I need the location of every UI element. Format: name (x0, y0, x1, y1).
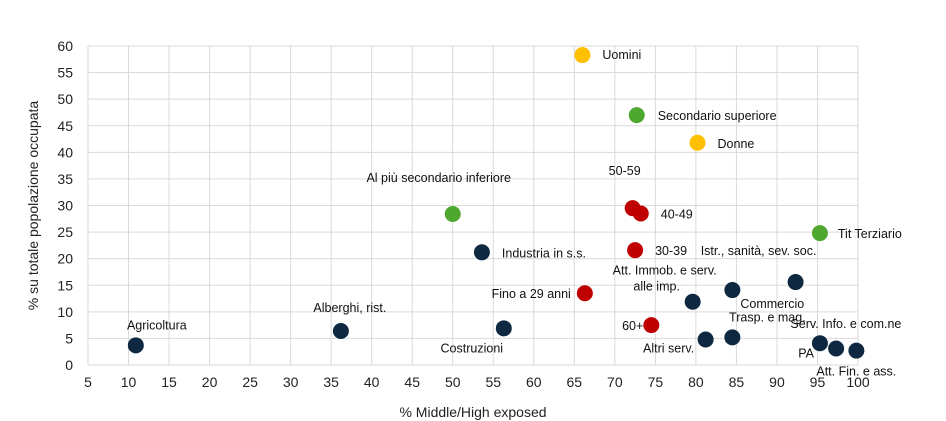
point-label: Commercio (740, 297, 804, 311)
y-tick-label: 40 (57, 144, 73, 160)
data-point (632, 205, 649, 222)
point-label: Altri serv. (643, 341, 694, 355)
y-tick-label: 55 (57, 65, 73, 81)
point-label: 50-59 (609, 164, 641, 178)
y-tick-label: 45 (57, 118, 73, 134)
x-tick-label: 65 (567, 374, 583, 390)
point-label: Tit Terziario (838, 227, 902, 241)
y-tick-label: 60 (57, 38, 73, 54)
point-label: Secondario superiore (658, 109, 777, 123)
point-label: Att. Fin. e ass. (816, 365, 896, 379)
y-tick-label: 0 (65, 357, 73, 373)
y-tick-label: 15 (57, 277, 73, 293)
point-label: Donne (718, 137, 755, 151)
data-point (684, 293, 701, 310)
x-tick-label: 5 (84, 374, 92, 390)
y-tick-label: 35 (57, 171, 73, 187)
x-tick-label: 85 (729, 374, 745, 390)
data-points (127, 47, 865, 359)
point-label: Industria in s.s. (502, 246, 586, 260)
x-tick-label: 15 (161, 374, 177, 390)
point-label: Trasp. e mag. (729, 310, 806, 324)
y-tick-label: 5 (65, 330, 73, 346)
data-point (811, 335, 828, 352)
data-point (574, 47, 591, 64)
data-point (444, 206, 461, 223)
y-tick-label: 30 (57, 198, 73, 214)
x-tick-label: 35 (323, 374, 339, 390)
point-label: 30-39 (655, 244, 687, 258)
data-point (495, 320, 512, 337)
y-tick-label: 50 (57, 91, 73, 107)
data-point (643, 317, 660, 334)
point-label: Al più secondario inferiore (366, 171, 511, 185)
data-point (724, 329, 741, 346)
x-tick-label: 60 (526, 374, 542, 390)
y-axis-title: % su totale popolazione occupata (25, 101, 41, 311)
x-tick-label: 95 (810, 374, 826, 390)
y-tick-label: 20 (57, 251, 73, 267)
x-tick-label: 80 (688, 374, 704, 390)
data-point (697, 331, 714, 348)
data-point (811, 225, 828, 242)
x-axis-title: % Middle/High exposed (399, 404, 546, 420)
data-point (473, 244, 490, 261)
data-point (828, 340, 845, 357)
data-point (628, 107, 645, 124)
point-label: Fino a 29 anni (492, 287, 571, 301)
point-label-cont: alle imp. (633, 280, 680, 294)
x-tick-label: 25 (242, 374, 258, 390)
point-label: 60+ (622, 319, 643, 333)
point-label: Att. Immob. e serv. (613, 264, 717, 278)
y-tick-label: 25 (57, 224, 73, 240)
x-tick-label: 40 (364, 374, 380, 390)
x-tick-label: 90 (769, 374, 785, 390)
point-label: Uomini (602, 48, 641, 62)
point-label: PA (798, 347, 814, 361)
data-point (332, 322, 349, 339)
point-label: Istr., sanità, sev. soc. (701, 244, 817, 258)
point-label: Serv. Info. e com.ne (790, 317, 901, 331)
x-tick-label: 75 (648, 374, 664, 390)
x-tick-label: 45 (404, 374, 420, 390)
data-point (576, 285, 593, 302)
x-tick-label: 100 (846, 374, 870, 390)
point-labels: Uomini Donne Secondario superiore Al più se… (127, 48, 902, 379)
point-label: Alberghi, rist. (313, 301, 386, 315)
data-point (848, 342, 865, 359)
point-label: Agricoltura (127, 318, 187, 332)
data-point (627, 242, 644, 259)
x-tick-label: 30 (283, 374, 299, 390)
point-label: Costruzioni (441, 341, 504, 355)
tick-labels: 5 10 15 20 25 30 35 40 45 50 55 60 65 70 75 80 85 90 95 100… (57, 38, 869, 390)
x-tick-label: 55 (485, 374, 501, 390)
x-tick-label: 50 (445, 374, 461, 390)
y-tick-label: 10 (57, 304, 73, 320)
data-point (689, 134, 706, 151)
x-tick-label: 70 (607, 374, 623, 390)
point-label: 40-49 (661, 207, 693, 221)
x-tick-label: 10 (121, 374, 137, 390)
data-point (724, 282, 741, 299)
data-point (787, 274, 804, 291)
data-point (127, 337, 144, 354)
x-tick-label: 20 (202, 374, 218, 390)
